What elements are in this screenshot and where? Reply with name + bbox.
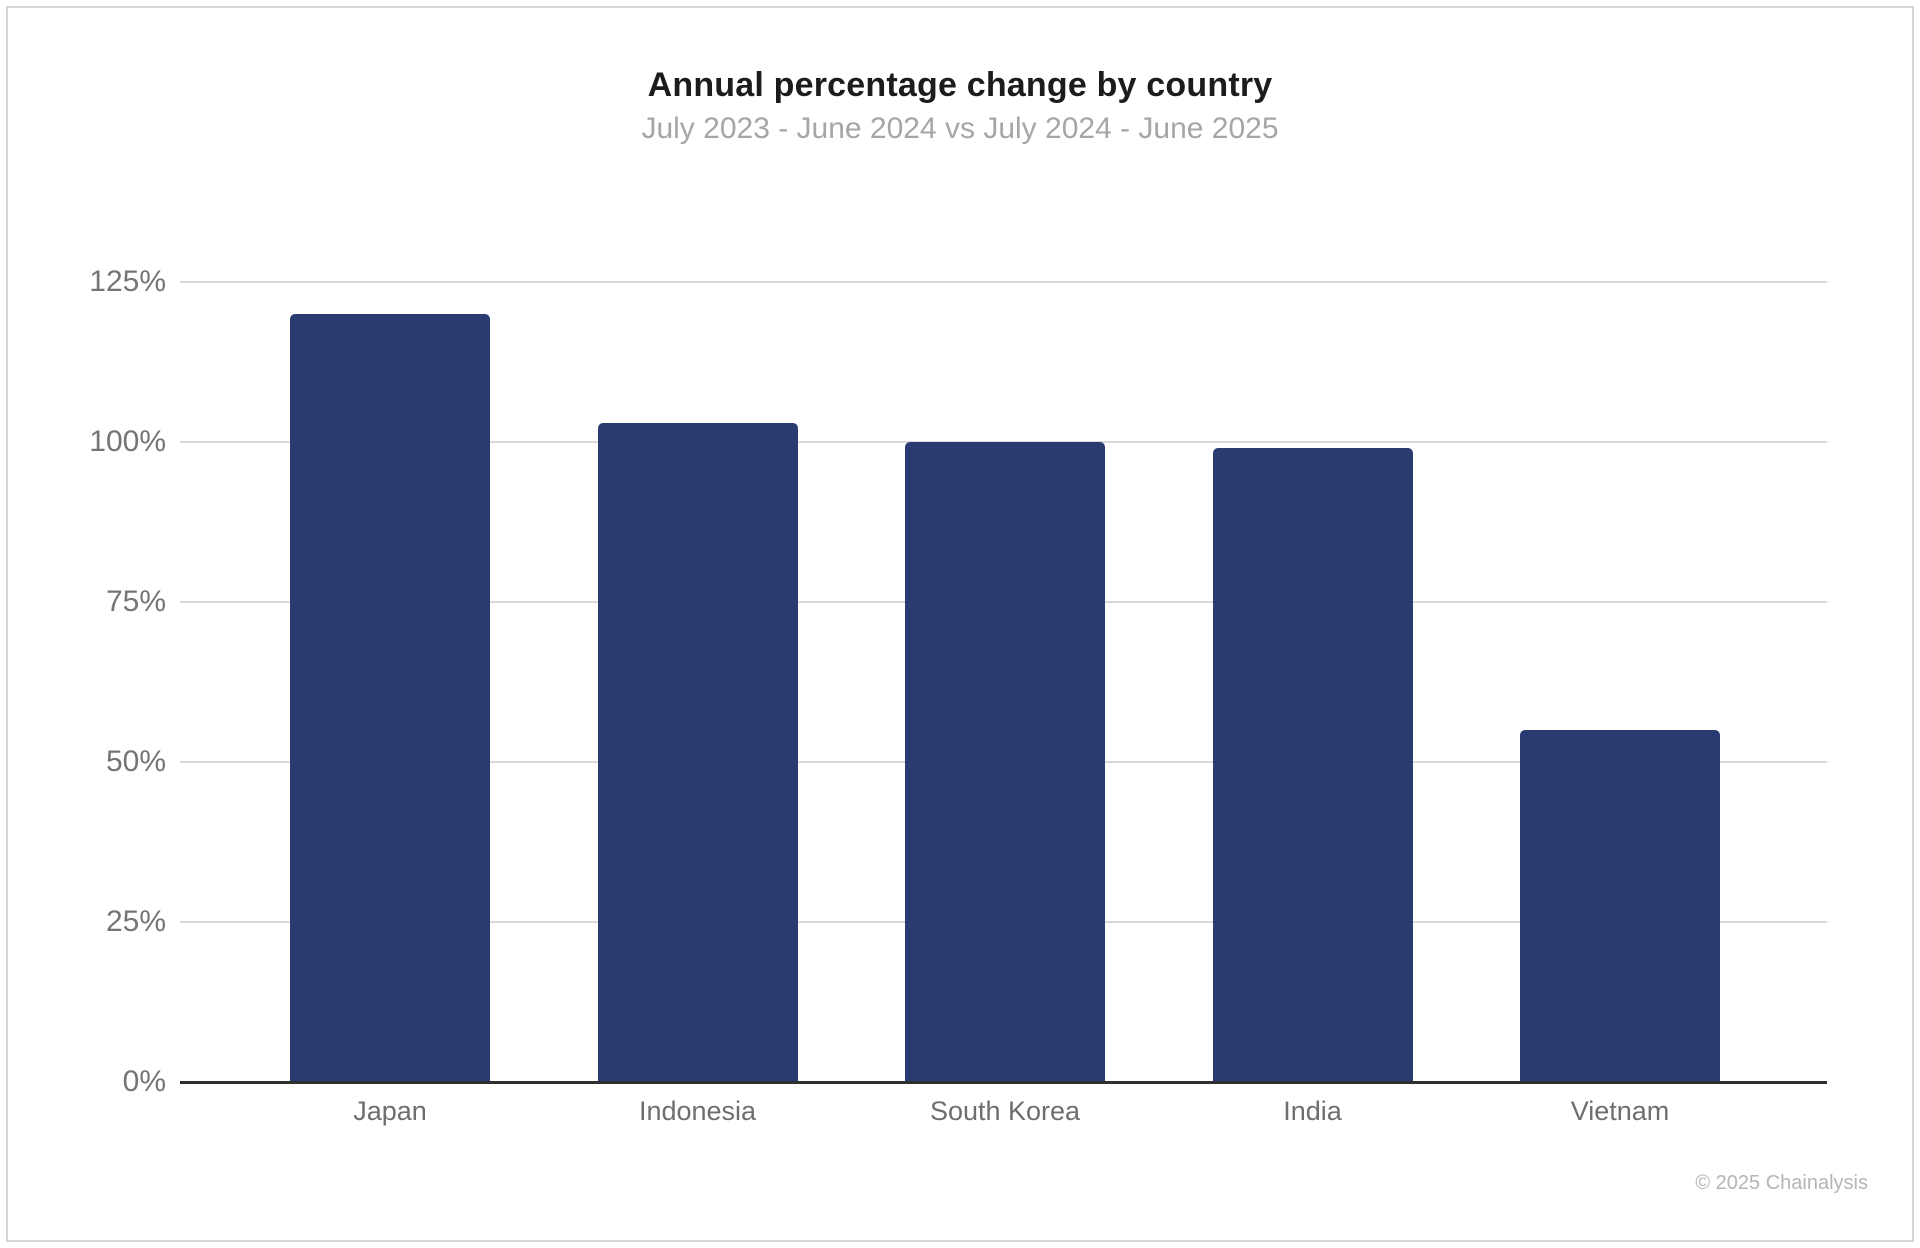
- y-tick-label-125pct: 125%: [89, 265, 166, 298]
- bar-india: [1212, 448, 1413, 1082]
- x-tick-label-japan: Japan: [353, 1096, 427, 1126]
- x-tick-label-south-korea: South Korea: [929, 1096, 1081, 1126]
- copyright-watermark: © 2025 Chainalysis: [1695, 1172, 1868, 1194]
- y-tick-label-25pct: 25%: [105, 905, 166, 938]
- x-tick-label-indonesia: Indonesia: [638, 1096, 757, 1126]
- y-tick-label-100pct: 100%: [89, 425, 166, 458]
- bar-south-korea: [905, 442, 1105, 1082]
- bar-indonesia: [597, 422, 798, 1082]
- y-tick-label-50pct: 50%: [105, 745, 166, 778]
- chart-title: Annual percentage change by country: [647, 66, 1273, 104]
- x-axis-line: [180, 1081, 1827, 1084]
- gridline-125pct: [180, 281, 1827, 283]
- y-tick-label-75pct: 75%: [105, 585, 166, 618]
- x-tick-label-india: India: [1283, 1096, 1342, 1126]
- y-tick-label-0pct: 0%: [122, 1065, 166, 1098]
- bar-japan: [290, 314, 490, 1082]
- x-tick-label-vietnam: Vietnam: [1570, 1096, 1670, 1126]
- chart-subtitle: July 2023 - June 2024 vs July 2024 - Jun…: [641, 112, 1279, 145]
- bar-vietnam: [1520, 730, 1720, 1082]
